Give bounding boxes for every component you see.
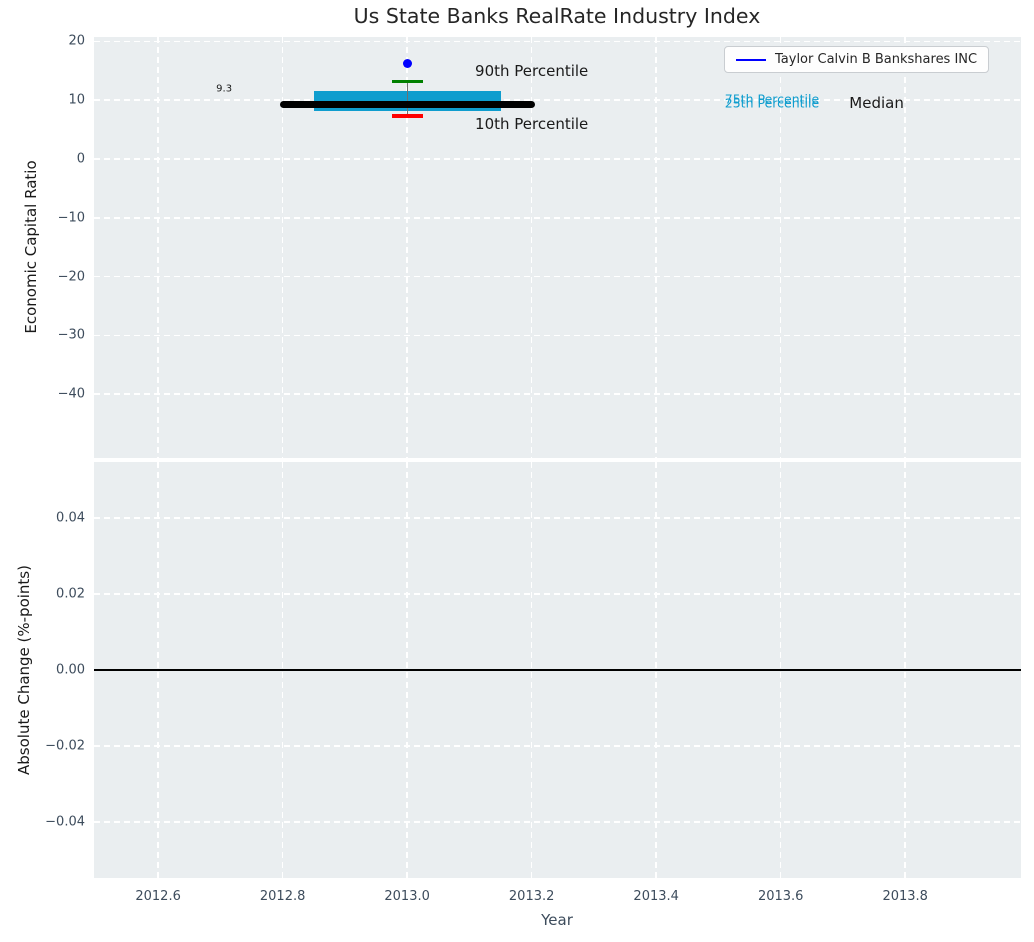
x-tick-label: 2013.0 [384, 889, 430, 904]
y-tick-label: −40 [57, 386, 85, 402]
y-tick-label: −0.04 [45, 814, 85, 830]
y-tick-label: 0.04 [56, 510, 85, 526]
y-tick-label: 0.02 [56, 586, 85, 602]
gridline-x [530, 37, 533, 458]
whisker-line [406, 81, 408, 117]
legend-label: Taylor Calvin B Bankshares INC [775, 52, 978, 67]
gridline-y [94, 517, 1021, 519]
y-tick-label: 20 [68, 33, 85, 49]
y-tick-label: 0 [76, 151, 85, 167]
gridline-x [779, 37, 782, 458]
p10-label: 10th Percentile [475, 115, 589, 134]
x-tick-label: 2013.8 [882, 889, 928, 904]
gridline-x [655, 37, 657, 458]
p25-label: 25th Percentile [724, 95, 820, 111]
x-tick-label: 2013.6 [757, 889, 804, 904]
x-tick-label: 2013.4 [633, 889, 679, 904]
legend-line-swatch [736, 58, 766, 61]
y-tick-label: −20 [57, 269, 85, 285]
bottom-y-axis-label: Absolute Change (%-points) [15, 565, 33, 775]
y-tick-label: −0.02 [45, 738, 85, 754]
y-tick-label: −10 [57, 210, 85, 226]
median-line [279, 100, 535, 108]
gridline-y [94, 393, 1021, 395]
x-tick-label: 2012.6 [135, 889, 181, 904]
p90-label: 90th Percentile [475, 61, 589, 80]
top-axes [94, 37, 1021, 458]
gridline-x [281, 37, 284, 458]
gridline-y [94, 275, 1021, 278]
top-y-axis-label: Economic Capital Ratio [22, 160, 40, 334]
gridline-y [94, 334, 1021, 337]
y-tick-label: 0.00 [56, 662, 85, 678]
company-point [402, 58, 412, 68]
p10-cap [391, 114, 423, 118]
legend: Taylor Calvin B Bankshares INC [724, 46, 990, 73]
gridline-x [406, 37, 408, 458]
gridline-x [904, 37, 906, 458]
gridline-y [94, 217, 1021, 219]
p90-cap [391, 79, 423, 84]
gridline-y [94, 40, 1021, 43]
y-tick-label: −30 [57, 327, 85, 343]
median-value-label: 9.3 [216, 83, 233, 95]
gridline-y [94, 821, 1021, 823]
x-tick-label: 2012.8 [259, 889, 306, 904]
chart-title: Us State Banks RealRate Industry Index [353, 4, 761, 28]
gridline-y [94, 158, 1021, 160]
x-axis-label: Year [541, 911, 573, 929]
x-tick-label: 2013.2 [508, 889, 555, 904]
gridline-y [94, 745, 1021, 747]
p75-label: 75th Percentile [724, 91, 820, 107]
y-tick-label: 10 [68, 92, 85, 108]
zero-line [94, 669, 1021, 671]
gridline-x [157, 37, 159, 458]
gridline-y [94, 99, 1021, 101]
median-label: Median [849, 94, 904, 113]
gridline-y [94, 593, 1021, 595]
